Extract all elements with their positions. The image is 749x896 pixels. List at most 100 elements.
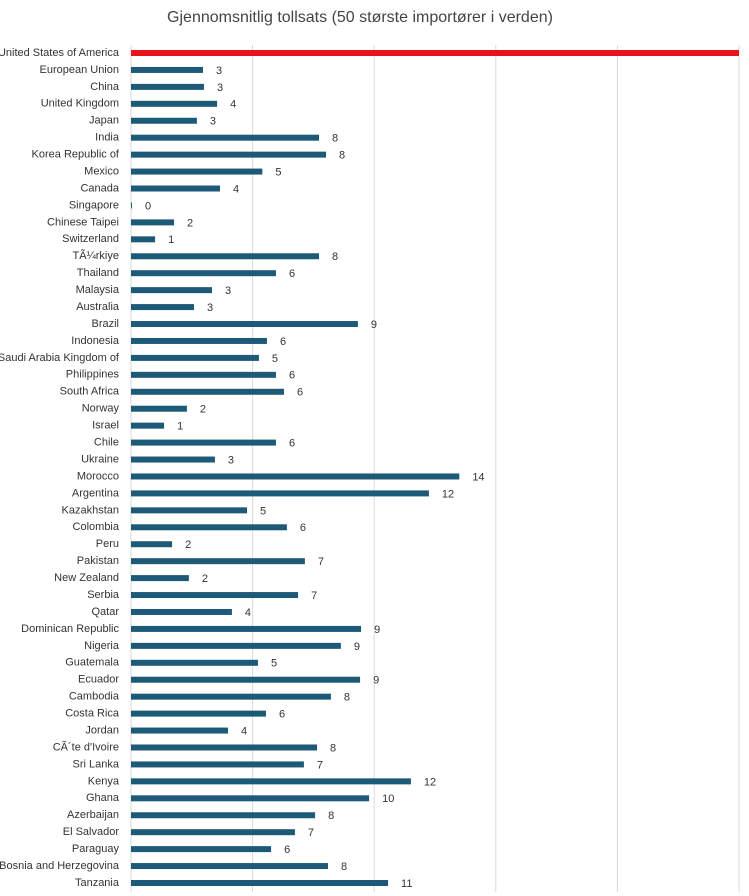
value-label: 8 [341, 861, 347, 873]
bar [131, 117, 197, 124]
value-label: 4 [245, 607, 251, 619]
bar [131, 354, 259, 361]
value-label: 10 [382, 793, 394, 805]
y-tick-label: Kenya [88, 775, 120, 787]
value-label: 7 [308, 827, 314, 839]
value-label: 6 [280, 336, 286, 348]
y-tick-label: Bosnia and Herzegovina [0, 860, 120, 872]
bar [131, 321, 358, 328]
value-label: 7 [317, 759, 323, 771]
bar [131, 337, 267, 344]
y-tick-label: CÃ´te d'Ivoire [53, 740, 119, 753]
bar [131, 659, 258, 666]
y-tick-label: Ecuador [78, 674, 119, 686]
y-tick-label: TÃ¼rkiye [73, 249, 119, 262]
y-tick-label: Mexico [84, 165, 119, 177]
value-label: 12 [424, 776, 436, 788]
value-label: 8 [330, 742, 336, 754]
bar [131, 371, 276, 378]
bar [131, 473, 460, 480]
value-label: 3 [225, 285, 231, 297]
bar [131, 439, 276, 446]
bar [131, 219, 175, 226]
value-label: 0 [145, 200, 151, 212]
bar [131, 507, 248, 514]
bar [131, 812, 316, 819]
bar [131, 151, 327, 158]
bar [131, 50, 739, 56]
value-label: 3 [207, 302, 213, 314]
bar [131, 253, 319, 260]
bar [131, 405, 187, 412]
bar [131, 83, 204, 90]
value-label: 6 [289, 370, 295, 382]
bar [131, 761, 304, 768]
value-label: 8 [339, 150, 345, 162]
bar [131, 710, 266, 717]
value-label: 7 [318, 556, 324, 568]
y-tick-label: South Africa [60, 386, 120, 398]
y-tick-label: Korea Republic of [32, 149, 120, 161]
y-tick-label: Saudi Arabia Kingdom of [0, 352, 120, 364]
value-label: 6 [289, 437, 295, 449]
y-tick-label: Japan [89, 115, 119, 127]
y-tick-label: Kazakhstan [62, 504, 119, 516]
bar [131, 168, 263, 175]
y-tick-label: United Kingdom [41, 98, 119, 110]
bar [131, 778, 411, 785]
bar [131, 541, 173, 548]
value-label: 6 [297, 387, 303, 399]
y-tick-label: Serbia [87, 589, 120, 601]
value-label: 3 [216, 65, 222, 77]
bar [131, 676, 361, 683]
value-label: 1 [177, 421, 183, 433]
y-tick-label: El Salvador [63, 826, 120, 838]
value-label: 11 [401, 878, 412, 890]
y-tick-label: Tanzania [75, 877, 120, 889]
y-tick-label: Ghana [86, 792, 120, 804]
value-label: 3 [217, 82, 223, 94]
y-tick-label: Morocco [77, 470, 119, 482]
y-tick-label: Malaysia [76, 284, 120, 296]
bar [131, 422, 165, 429]
y-tick-label: Costa Rica [65, 708, 120, 720]
y-tick-label: Azerbaijan [67, 809, 119, 821]
bar [131, 625, 362, 632]
bar [131, 490, 429, 497]
value-label: 4 [230, 99, 236, 111]
value-label: 6 [284, 844, 290, 856]
value-label: 5 [260, 505, 266, 517]
value-label: 2 [200, 404, 206, 416]
y-tick-label: Israel [92, 420, 119, 432]
bar [131, 863, 328, 870]
y-tick-label: China [90, 81, 120, 93]
value-label: 5 [275, 166, 281, 178]
y-tick-label: Canada [80, 182, 119, 194]
bar [131, 693, 331, 700]
bar [131, 287, 212, 294]
bar [131, 558, 305, 565]
value-label: 8 [332, 251, 338, 263]
value-label: 6 [289, 268, 295, 280]
y-tick-label: Switzerland [62, 233, 119, 245]
bar [131, 270, 276, 277]
y-tick-label: Dominican Republic [21, 623, 119, 635]
value-label: 2 [202, 573, 208, 585]
value-label: 5 [272, 353, 278, 365]
value-label: 9 [373, 675, 379, 687]
value-label: 5 [271, 658, 277, 670]
y-tick-label: Qatar [91, 606, 119, 618]
y-tick-label: Thailand [77, 267, 119, 279]
y-tick-label: Argentina [72, 487, 120, 499]
y-tick-label: Indonesia [71, 335, 120, 347]
value-label: 14 [472, 471, 484, 483]
bar [131, 795, 370, 802]
y-tick-label: United States of America [0, 47, 120, 59]
y-tick-label: European Union [39, 64, 119, 76]
y-tick-label: Chile [94, 436, 119, 448]
bar [131, 846, 272, 853]
y-tick-label: Paraguay [72, 843, 120, 855]
value-label: 4 [241, 725, 247, 737]
value-label: 9 [374, 624, 380, 636]
